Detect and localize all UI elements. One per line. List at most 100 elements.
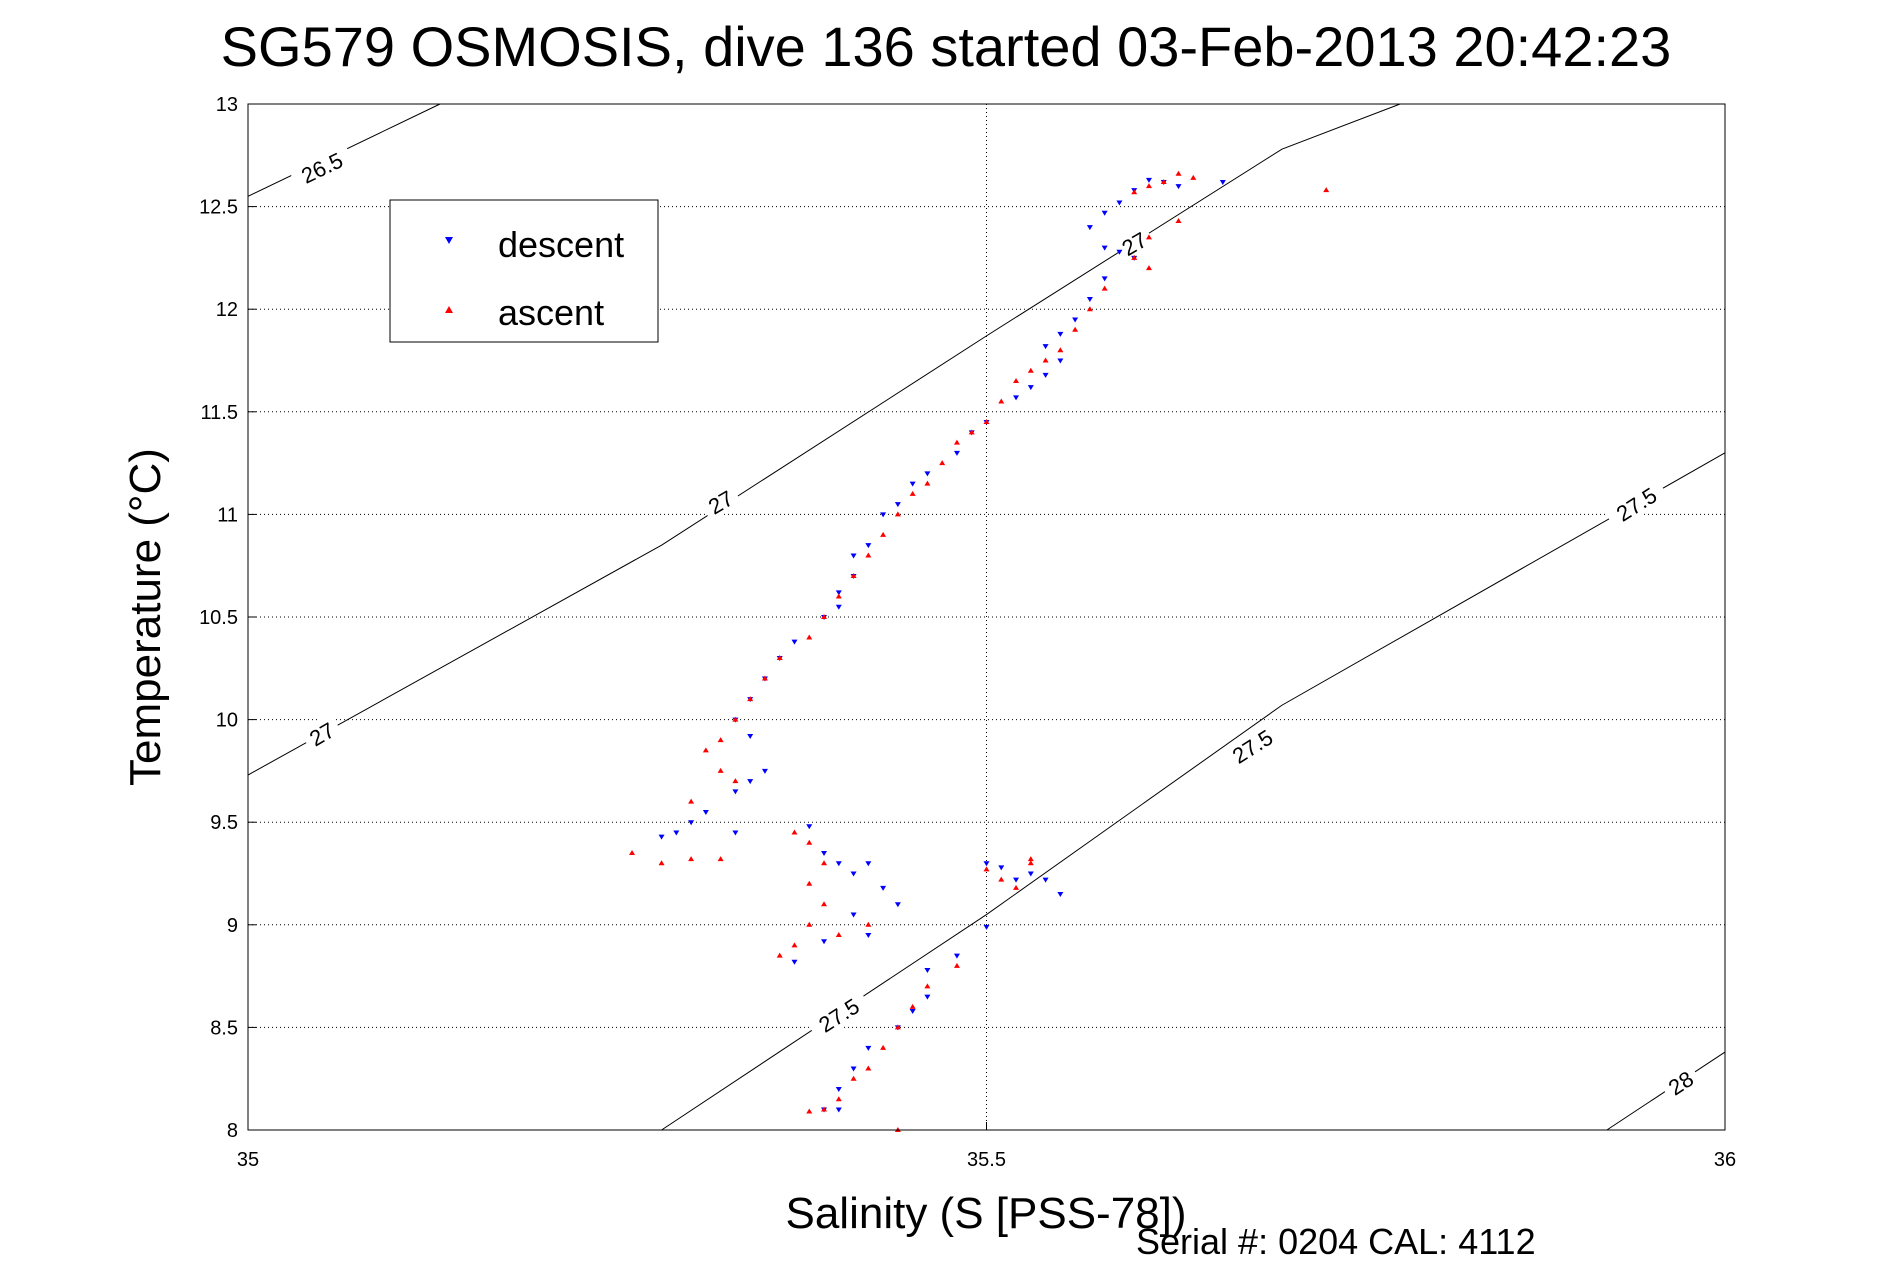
descent-point bbox=[747, 779, 754, 785]
descent-point bbox=[658, 834, 665, 840]
footer-serial-cal: Serial #: 0204 CAL: 4112 bbox=[1136, 1221, 1536, 1262]
ascent-point bbox=[776, 655, 783, 661]
descent-point bbox=[688, 820, 695, 826]
contour-label-background bbox=[1657, 1061, 1703, 1103]
descent-point bbox=[909, 481, 916, 487]
descent-point bbox=[673, 830, 680, 836]
legend-ascent-label: ascent bbox=[498, 292, 604, 333]
contour-label-background bbox=[1111, 222, 1156, 263]
y-axis-ticks: 8 8.5 9 9.5 10 10.5 11 11.5 12 12.5 13 bbox=[199, 94, 256, 1142]
y-tick-label: 11.5 bbox=[201, 402, 238, 424]
descent-point bbox=[1027, 385, 1034, 391]
descent-point bbox=[894, 902, 901, 908]
contour-label-background bbox=[1602, 475, 1669, 531]
ascent-point bbox=[1190, 174, 1197, 180]
descent-point bbox=[821, 850, 828, 856]
ascent-point bbox=[1160, 178, 1167, 184]
descent-point bbox=[1219, 179, 1226, 185]
contour-label-background bbox=[287, 141, 355, 192]
ascent-point bbox=[835, 932, 842, 938]
ascent-point bbox=[968, 429, 975, 435]
ascent-point bbox=[821, 901, 828, 907]
descent-point bbox=[953, 953, 960, 959]
ascent-point bbox=[983, 419, 990, 425]
descent-point bbox=[850, 912, 857, 918]
descent-point bbox=[791, 959, 798, 965]
descent-point bbox=[821, 939, 828, 945]
descent-point bbox=[806, 824, 813, 830]
ascent-point bbox=[998, 398, 1005, 404]
ascent-point bbox=[806, 880, 813, 886]
ascent-point bbox=[1175, 217, 1182, 223]
ascent-point bbox=[717, 856, 724, 862]
ascent-point bbox=[835, 1096, 842, 1102]
x-tick-label: 36 bbox=[1714, 1149, 1736, 1171]
y-tick-label: 8 bbox=[227, 1120, 238, 1142]
y-axis-title: Temperature (°C) bbox=[121, 448, 170, 786]
legend-ascent-marker bbox=[445, 306, 453, 313]
ascent-point bbox=[983, 866, 990, 872]
legend-box bbox=[389, 199, 659, 343]
ascent-point bbox=[909, 1003, 916, 1009]
descent-point bbox=[732, 830, 739, 836]
descent-point bbox=[865, 1045, 872, 1051]
ascent-point bbox=[924, 983, 931, 989]
density-contour-line bbox=[247, 103, 1401, 776]
ascent-point bbox=[1131, 189, 1138, 195]
ascent-point bbox=[1145, 265, 1152, 271]
descent-point bbox=[1013, 395, 1020, 401]
y-tick-label: 12 bbox=[216, 299, 238, 321]
y-tick-label: 10 bbox=[216, 710, 238, 732]
ascent-point bbox=[747, 696, 754, 702]
ascent-point bbox=[1057, 347, 1064, 353]
descent-point bbox=[747, 734, 754, 740]
descent-point bbox=[924, 471, 931, 477]
ascent-point bbox=[850, 572, 857, 578]
descent-point bbox=[1116, 249, 1123, 255]
descent-point bbox=[1042, 877, 1049, 883]
ascent-point bbox=[776, 952, 783, 958]
descent-point bbox=[909, 1008, 916, 1014]
ascent-point bbox=[1101, 285, 1108, 291]
legend-descent-label: descent bbox=[498, 224, 624, 265]
y-tick-label: 9.5 bbox=[210, 812, 238, 834]
descent-point bbox=[835, 604, 842, 610]
ascent-point bbox=[1013, 884, 1020, 890]
ascent-point bbox=[806, 921, 813, 927]
chart-title: SG579 OSMOSIS, dive 136 started 03-Feb-2… bbox=[221, 15, 1672, 78]
y-tick-label: 13 bbox=[216, 94, 238, 116]
descent-point bbox=[835, 1086, 842, 1092]
descent-point bbox=[865, 543, 872, 549]
ascent-point bbox=[732, 778, 739, 784]
ascent-point bbox=[953, 439, 960, 445]
descent-point bbox=[1145, 177, 1152, 183]
contour-label-background bbox=[805, 986, 872, 1042]
descent-point bbox=[1057, 331, 1064, 337]
descent-point bbox=[835, 590, 842, 596]
ascent-point bbox=[865, 1065, 872, 1071]
descent-point bbox=[983, 924, 990, 930]
contour-label-background bbox=[299, 712, 344, 754]
descent-point bbox=[1013, 877, 1020, 883]
descent-point bbox=[850, 553, 857, 559]
legend: descent ascent bbox=[389, 199, 659, 343]
ascent-point bbox=[688, 798, 695, 804]
ascent-point bbox=[1145, 183, 1152, 189]
ascent-point bbox=[835, 593, 842, 599]
descent-point bbox=[835, 1107, 842, 1113]
ascent-point bbox=[821, 1106, 828, 1112]
descent-point bbox=[1101, 276, 1108, 282]
descent-point bbox=[983, 861, 990, 867]
descent-point bbox=[1086, 296, 1093, 302]
x-tick-label: 35.5 bbox=[967, 1149, 1006, 1171]
ascent-point bbox=[1027, 860, 1034, 866]
contour-label-background bbox=[698, 480, 743, 522]
ascent-point bbox=[702, 747, 709, 753]
y-tick-label: 11 bbox=[217, 504, 238, 526]
descent-point bbox=[1057, 358, 1064, 364]
descent-point bbox=[924, 967, 931, 973]
ascent-point bbox=[688, 856, 695, 862]
ascent-point bbox=[924, 480, 931, 486]
ascent-point bbox=[894, 511, 901, 517]
ascent-point bbox=[953, 962, 960, 968]
